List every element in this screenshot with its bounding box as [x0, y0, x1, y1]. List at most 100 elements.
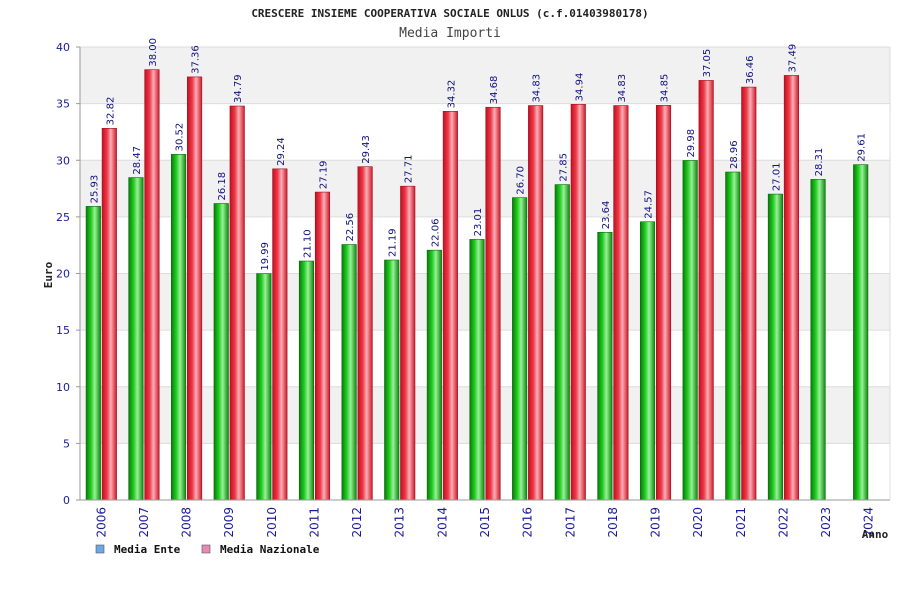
- bar-media-ente-2020: [682, 160, 698, 501]
- x-tick-label-2014: 2014: [435, 507, 449, 538]
- legend-swatch-media-nazionale: [201, 544, 211, 554]
- data-label-media-nazionale-2006: 32.82: [105, 97, 116, 126]
- data-label-media-ente-2009: 26.18: [217, 172, 228, 201]
- data-label-media-nazionale-2021: 36.46: [745, 55, 756, 84]
- data-label-media-nazionale-2007: 38.00: [148, 38, 159, 67]
- x-tick-label-2007: 2007: [137, 507, 151, 538]
- bars-group: [85, 69, 869, 501]
- data-label-media-ente-2023: 28.31: [814, 148, 825, 177]
- data-label-media-ente-2018: 23.64: [601, 201, 612, 230]
- data-label-media-ente-2016: 26.70: [516, 166, 527, 195]
- x-tick-label-2006: 2006: [94, 507, 108, 538]
- x-tick-label-2010: 2010: [265, 507, 279, 538]
- data-label-media-nazionale-2009: 34.79: [233, 74, 244, 103]
- bar-media-nazionale-2006: [101, 128, 117, 501]
- data-label-media-ente-2015: 23.01: [473, 208, 484, 237]
- bar-media-ente-2013: [384, 259, 400, 501]
- y-tick-label: 5: [63, 437, 70, 450]
- bar-media-ente-2006: [85, 206, 101, 501]
- x-tick-label-2018: 2018: [606, 507, 620, 538]
- x-tick-label-2021: 2021: [734, 507, 748, 538]
- bar-media-nazionale-2008: [187, 76, 203, 501]
- x-tick-label-2012: 2012: [350, 507, 364, 538]
- data-label-media-ente-2008: 30.52: [175, 123, 186, 152]
- bar-media-ente-2018: [597, 231, 613, 501]
- y-tick-label: 0: [63, 494, 70, 507]
- bar-media-nazionale-2009: [229, 105, 245, 501]
- data-label-media-ente-2022: 27.01: [771, 162, 782, 191]
- bar-media-nazionale-2018: [613, 105, 629, 501]
- bar-media-ente-2007: [128, 177, 144, 501]
- x-tick-label-2015: 2015: [478, 507, 492, 538]
- legend-label-media-nazionale: Media Nazionale: [220, 543, 320, 556]
- bar-media-ente-2012: [341, 244, 357, 501]
- data-label-media-ente-2007: 28.47: [132, 146, 143, 175]
- y-tick-label: 15: [56, 324, 70, 337]
- x-tick-labels: 2006 2007 2008 2009 2010 2011 2012 2013 2014 2015…: [94, 507, 875, 538]
- data-label-media-ente-2011: 21.10: [302, 229, 313, 258]
- data-label-media-nazionale-2016: 34.83: [532, 74, 543, 103]
- bar-media-ente-2015: [469, 239, 485, 501]
- data-label-media-ente-2020: 29.98: [686, 129, 697, 158]
- y-tick-labels: 0 5 10 15 20 25 30 35 40: [56, 41, 80, 507]
- y-tick-label: 40: [56, 41, 70, 54]
- data-label-media-ente-2014: 22.06: [430, 219, 441, 248]
- x-tick-label-2008: 2008: [180, 507, 194, 538]
- x-tick-label-2019: 2019: [649, 507, 663, 538]
- bar-media-nazionale-2022: [783, 75, 799, 501]
- data-label-media-nazionale-2017: 34.94: [574, 73, 585, 102]
- bar-media-ente-2024: [853, 164, 869, 501]
- x-tick-label-2016: 2016: [521, 507, 535, 538]
- data-label-media-ente-2021: 28.96: [729, 140, 740, 169]
- bar-media-ente-2019: [639, 221, 656, 501]
- bar-media-ente-2014: [426, 249, 442, 501]
- data-label-media-nazionale-2013: 27.71: [404, 155, 415, 184]
- y-tick-label: 35: [56, 98, 70, 111]
- x-tick-label-2022: 2022: [776, 507, 790, 538]
- data-label-media-ente-2024: 29.61: [857, 133, 868, 162]
- data-label-media-nazionale-2012: 29.43: [361, 135, 372, 164]
- bar-media-ente-2022: [767, 193, 783, 501]
- data-label-media-ente-2010: 19.99: [260, 242, 271, 271]
- bar-media-nazionale-2021: [741, 86, 757, 501]
- bar-media-ente-2011: [298, 260, 315, 501]
- bar-media-ente-2009: [213, 203, 229, 501]
- bar-media-nazionale-2012: [357, 166, 373, 501]
- bar-media-nazionale-2007: [144, 69, 160, 501]
- y-tick-label: 25: [56, 211, 70, 224]
- y-tick-label: 30: [56, 154, 70, 167]
- data-label-media-nazionale-2020: 37.05: [702, 49, 713, 78]
- bar-media-ente-2010: [256, 273, 272, 501]
- y-tick-label: 10: [56, 381, 70, 394]
- bar-media-nazionale-2014: [442, 111, 458, 501]
- data-label-media-nazionale-2014: 34.32: [446, 80, 457, 109]
- x-tick-label-2020: 2020: [691, 507, 705, 538]
- bar-media-nazionale-2020: [698, 80, 714, 501]
- bar-media-nazionale-2015: [485, 106, 501, 501]
- bar-media-ente-2023: [810, 179, 826, 501]
- bar-media-ente-2017: [554, 184, 570, 501]
- bar-media-ente-2016: [512, 197, 528, 501]
- x-axis-label: Anno: [862, 528, 889, 541]
- data-label-media-ente-2012: 22.56: [345, 213, 356, 242]
- legend: Media Ente Media Nazionale: [95, 543, 320, 556]
- chart-subtitle: Media Importi: [399, 26, 501, 41]
- data-label-media-nazionale-2019: 34.85: [660, 74, 671, 103]
- x-tick-label-2013: 2013: [393, 507, 407, 538]
- x-tick-label-2017: 2017: [563, 507, 577, 538]
- x-tick-label-2023: 2023: [819, 507, 833, 538]
- data-label-media-nazionale-2011: 27.19: [318, 160, 329, 189]
- bar-media-nazionale-2011: [314, 191, 331, 501]
- data-label-media-ente-2006: 25.93: [89, 175, 100, 204]
- y-tick-label: 20: [56, 268, 70, 281]
- y-axis-label: Euro: [42, 261, 55, 288]
- data-label-media-nazionale-2010: 29.24: [276, 137, 287, 166]
- x-tick-label-2009: 2009: [222, 507, 236, 538]
- value-labels-group: 25.93 32.82 28.47 38.00 30.52 37.36 26.18 34.79…: [89, 38, 867, 271]
- data-label-media-ente-2013: 21.19: [388, 228, 399, 257]
- bar-media-ente-2021: [725, 171, 741, 501]
- bar-media-nazionale-2010: [272, 168, 288, 501]
- data-label-media-nazionale-2018: 34.83: [617, 74, 628, 103]
